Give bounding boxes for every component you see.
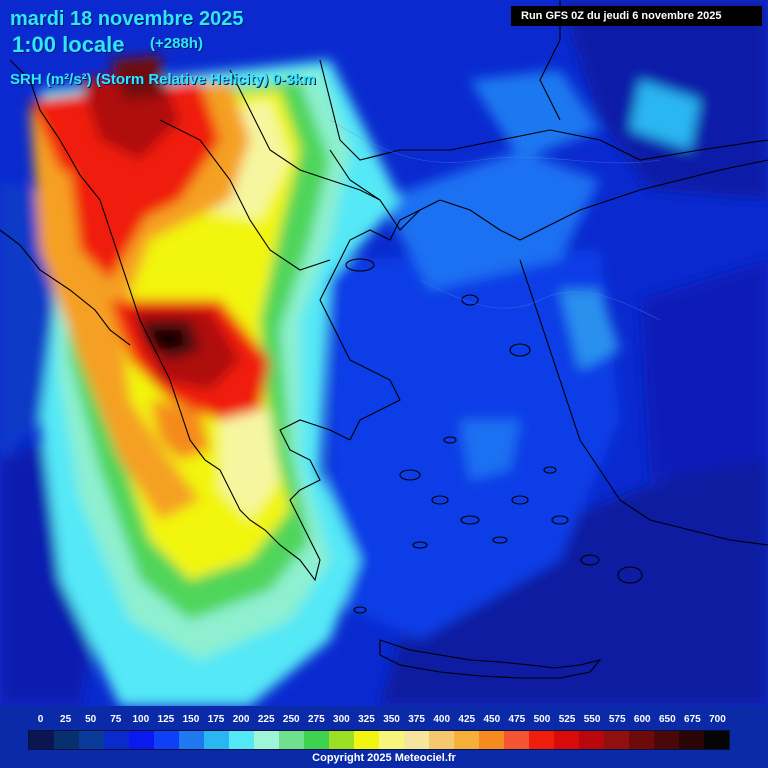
coastlines [0, 0, 768, 679]
legend-label: 425 [458, 714, 476, 725]
legend-label: 75 [110, 714, 122, 725]
legend-label: 450 [483, 714, 501, 725]
legend-swatch [254, 731, 279, 749]
legend-swatch [479, 731, 504, 749]
legend-swatch [229, 731, 254, 749]
legend-label: 500 [533, 714, 551, 725]
legend-label: 25 [60, 714, 72, 725]
color-legend: 0 25 50 75 100 125 150 175 200 225 250 275 300 325 350… [0, 706, 768, 768]
legend-label: 675 [684, 714, 701, 725]
forecast-lead-time: (+288h) [150, 35, 203, 52]
legend-swatch [104, 731, 129, 749]
legend-swatch [404, 731, 429, 749]
legend-label: 400 [433, 714, 451, 725]
legend-label: 475 [508, 714, 526, 725]
srh-field [0, 0, 768, 706]
legend-label: 100 [132, 714, 150, 725]
legend-swatch [504, 731, 529, 749]
legend-swatch [454, 731, 479, 749]
legend-swatch [604, 731, 629, 749]
legend-swatch [354, 731, 379, 749]
legend-label: 700 [709, 714, 726, 725]
legend-swatch [679, 731, 704, 749]
legend-swatch [654, 731, 679, 749]
legend-label: 300 [333, 714, 350, 725]
legend-label: 125 [157, 714, 175, 725]
legend-swatch [429, 731, 454, 749]
legend-swatch [204, 731, 229, 749]
parameter-label: SRH (m²/s²) (Storm Relative Helicity) 0-… [10, 71, 316, 88]
legend-swatch [529, 731, 554, 749]
legend-label: 0 [37, 714, 44, 725]
legend-swatch [554, 731, 579, 749]
legend-swatch [154, 731, 179, 749]
forecast-time: 1:00 locale [12, 32, 125, 57]
legend-label: 200 [232, 714, 250, 725]
legend-swatch [129, 731, 154, 749]
legend-swatch [29, 731, 54, 749]
legend-label: 275 [307, 714, 325, 725]
legend-swatch [179, 731, 204, 749]
contours [329, 119, 661, 321]
legend-swatch [379, 731, 404, 749]
legend-label: 575 [608, 714, 626, 725]
legend-label: 375 [408, 714, 425, 725]
legend-label: 225 [257, 714, 275, 725]
run-info: Run GFS 0Z du jeudi 6 novembre 2025 [511, 6, 762, 26]
legend-label: 550 [583, 714, 601, 725]
copyright: Copyright 2025 Meteociel.fr [312, 752, 456, 764]
legend-swatch [329, 731, 354, 749]
legend-label: 525 [558, 714, 576, 725]
legend-label: 250 [282, 714, 300, 725]
legend-swatch [704, 731, 729, 749]
legend-colorbar [28, 730, 730, 750]
legend-label: 600 [633, 714, 651, 725]
legend-swatch [54, 731, 79, 749]
legend-label: 150 [182, 714, 200, 725]
legend-swatch [579, 731, 604, 749]
forecast-date: mardi 18 novembre 2025 [10, 8, 244, 30]
legend-swatch [79, 731, 104, 749]
legend-label: 350 [383, 714, 400, 725]
legend-labels: 0 25 50 75 100 125 150 175 200 225 250 275 300 325 350… [28, 714, 730, 728]
legend-swatch [304, 731, 329, 749]
legend-swatch [629, 731, 654, 749]
legend-label: 50 [85, 714, 97, 725]
legend-label: 650 [658, 714, 676, 725]
legend-label: 175 [207, 714, 225, 725]
legend-label: 325 [358, 714, 375, 725]
legend-swatch [279, 731, 304, 749]
